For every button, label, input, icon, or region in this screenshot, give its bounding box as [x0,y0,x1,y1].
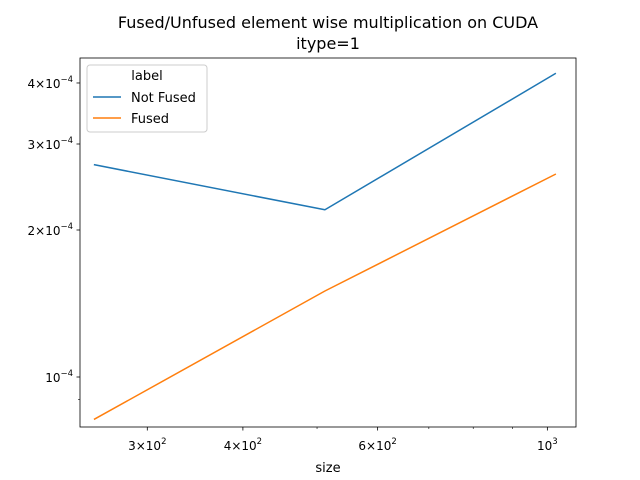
series-line-not-fused [93,72,557,211]
legend: label Not Fused Fused [86,64,208,133]
y-tick-label: 10−4 [45,369,73,385]
legend-label-not-fused: Not Fused [131,91,196,106]
series-layer [93,72,557,421]
chart-title-line-1: Fused/Unfused element wise multiplicatio… [118,13,538,32]
x-axis-ticks: 3×102 4×102 6×102 103 [128,427,558,453]
y-tick-label: 2×10−4 [28,222,74,238]
plot-frame [79,57,577,428]
legend-box [86,64,208,133]
y-tick-label: 4×10−4 [28,75,74,91]
x-tick-label: 103 [537,437,558,453]
series-line-fused [93,173,557,421]
x-tick-label: 3×102 [128,437,166,453]
x-tick-label: 6×102 [358,437,396,453]
chart-title-line-2: itype=1 [296,34,360,53]
legend-label-fused: Fused [131,112,169,127]
x-axis-label: size [315,461,340,476]
x-tick-label: 4×102 [224,437,262,453]
legend-title: label [131,69,162,84]
y-axis-ticks: 10−4 2×10−4 3×10−4 4×10−4 [28,75,80,400]
y-tick-label: 3×10−4 [28,136,74,152]
